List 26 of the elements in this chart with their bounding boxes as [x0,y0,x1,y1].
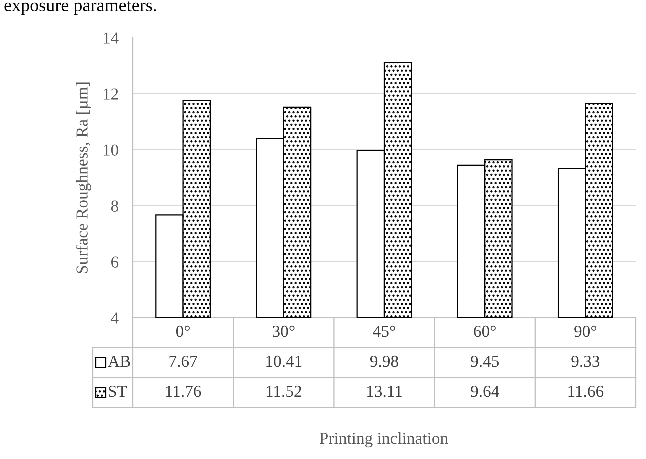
x-tick-label: 90° [574,326,597,338]
x-tick-label: 60° [474,326,496,338]
x-tick-label: 0° [176,326,190,338]
data-label: 10.41 [266,356,302,368]
y-tick-label: 12 [104,88,118,100]
legend-label: ST [109,386,128,398]
data-label: 9.98 [370,356,398,368]
y-tick-label: 10 [104,144,118,156]
x-tick-label: 45° [373,326,396,338]
data-label: 11.76 [166,386,202,398]
data-label: 9.45 [471,356,500,368]
data-label: 13.11 [368,386,402,398]
text: Printing inclination [320,432,448,448]
y-tick-label: 4 [111,312,119,324]
y-axis-title: Surface Roughness, Ra [µm] [76,82,92,274]
legend-label: AB [108,356,130,368]
data-label: 7.67 [170,356,198,368]
data-label: 9.33 [572,356,600,368]
data-label: 9.64 [471,386,500,398]
data-label: 11.66 [568,386,604,398]
x-tick-label: 30° [273,326,295,338]
y-tick-label: 6 [111,256,119,268]
data-label: 11.52 [266,386,302,398]
text: exposure parameters. [4,1,156,16]
y-tick-label: 14 [104,32,119,44]
y-tick-label: 8 [111,200,118,212]
